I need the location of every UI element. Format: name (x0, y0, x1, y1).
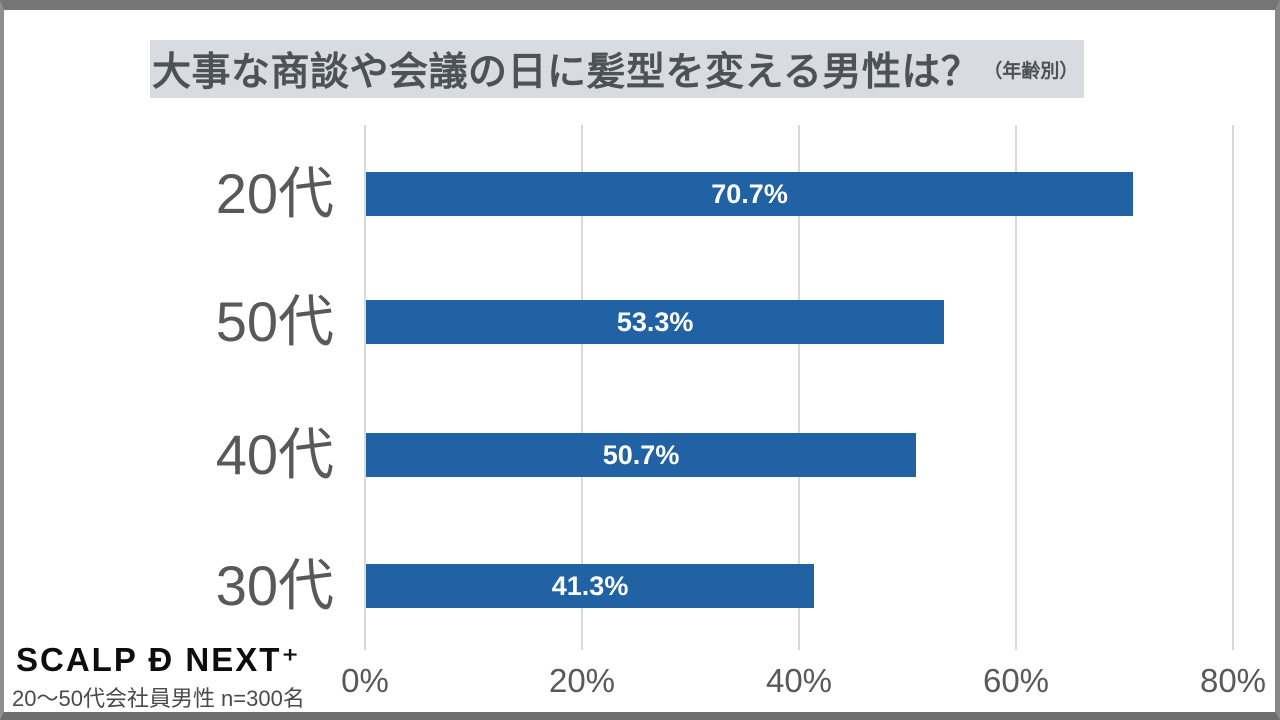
gridline (1015, 125, 1017, 650)
category-label: 20代 (215, 162, 334, 225)
chart-title-box: 大事な商談や会議の日に髪型を変える男性は？ （年齢別） (150, 40, 1085, 98)
category-label: 30代 (215, 554, 334, 617)
bar-value-label: 53.3% (616, 306, 694, 337)
bar: 53.3% (366, 300, 945, 344)
chart-canvas: 大事な商談や会議の日に髪型を変える男性は？ （年齢別） 0% 20% 40% 60% 8… (4, 10, 1275, 712)
x-axis-tick-label: 20% (548, 662, 616, 699)
bar-value-label: 70.7% (711, 178, 788, 209)
chart-subtitle: （年齢別） (983, 60, 1079, 82)
gridline (364, 125, 366, 650)
x-axis-tick-label: 40% (765, 662, 833, 699)
gridline (581, 125, 583, 650)
gridline (1232, 125, 1234, 650)
scalp-d-next-logo: SCALP Đ NEXT⁺ (16, 641, 301, 678)
bar: 50.7% (366, 433, 917, 477)
x-axis-tick-label: 60% (982, 662, 1050, 699)
bar-value-label: 41.3% (551, 570, 629, 601)
x-axis-tick-label: 0% (341, 662, 389, 699)
bar: 41.3% (366, 564, 815, 608)
category-label: 50代 (215, 290, 334, 353)
x-axis-tick-label: 80% (1199, 662, 1267, 699)
bar: 70.7% (366, 172, 1134, 216)
chart-title: 大事な商談や会議の日に髪型を変える男性は？ (152, 51, 981, 94)
gridline (798, 125, 800, 650)
bar-value-label: 50.7% (602, 439, 680, 470)
category-label: 40代 (215, 423, 334, 486)
sample-note: 20〜50代会社員男性 n=300名 (12, 686, 305, 711)
